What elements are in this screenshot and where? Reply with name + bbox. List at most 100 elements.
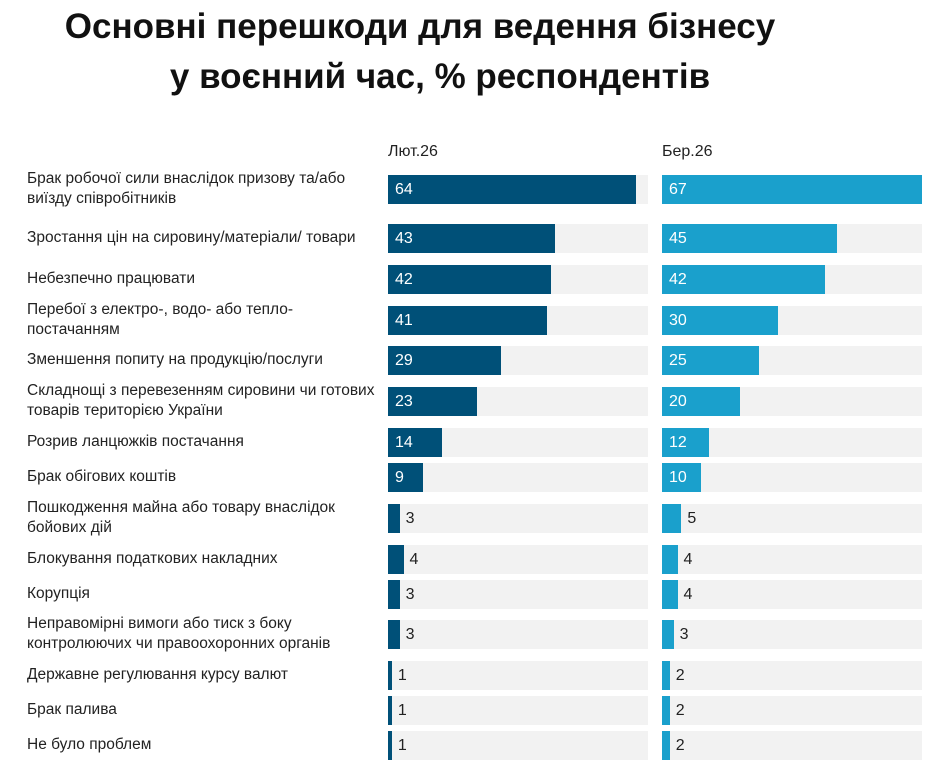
data-label: 41 [395,311,413,329]
category-label: Державне регулювання курсу валют [27,666,288,683]
data-label: 45 [669,229,687,247]
data-label: 2 [675,666,685,684]
bar [388,462,423,492]
data-label: 25 [669,351,687,369]
series-header-mar: Бер.26 [662,143,713,160]
bar-track: 42 [662,264,922,294]
bar [662,730,670,760]
bar-track: 2 [662,660,922,690]
data-label: 3 [405,509,415,527]
bar-track: 25 [662,345,922,375]
chart-title-line-2: у воєнний час, % респондентів [169,57,711,96]
data-label: 9 [395,468,404,486]
data-label: 12 [669,433,687,451]
bar [388,579,400,609]
bar-track: 42 [388,264,648,294]
data-label: 4 [409,550,419,568]
bar [662,579,678,609]
bar [388,503,400,533]
bar-track: 2 [662,730,922,760]
bar [662,695,670,725]
category-label: Зменшення попиту на продукцію/послуги [27,351,323,368]
data-label: 3 [679,625,689,643]
bar [388,345,501,375]
bar-track: 1 [388,730,648,760]
bar-track: 12 [662,427,922,457]
bar [662,174,922,204]
chart-title-line-1: Основні перешкоди для ведення бізнесу [64,7,776,46]
category-label: Зростання цін на сировину/матеріали/ тов… [27,229,356,246]
bar-track: 41 [388,305,648,335]
bar-track: 3 [662,619,922,649]
bar [388,427,443,457]
bar-track: 45 [662,223,922,253]
data-label: 10 [669,468,687,486]
data-label: 1 [397,736,407,754]
category-label: Брак робочої сили внаслідок призову та/а… [27,170,346,207]
data-label: 3 [405,625,415,643]
bar-track: 43 [388,223,648,253]
category-label: Не було проблем [27,736,152,753]
data-label: 42 [395,270,413,288]
bar [388,695,392,725]
bar-track: 9 [388,462,648,492]
bar-track: 3 [388,579,648,609]
bar-track: 67 [662,174,922,204]
bar-track: 1 [388,695,648,725]
data-label: 2 [675,701,685,719]
data-label: 4 [683,585,693,603]
bar [388,264,551,294]
bar-track: 2 [662,695,922,725]
bar [662,619,674,649]
bar [388,305,548,335]
data-label: 4 [683,550,693,568]
bar [388,730,392,760]
bar-track: 4 [388,544,648,574]
data-label: 20 [669,392,687,410]
bar-track: 29 [388,345,648,375]
category-label: Блокування податкових накладних [27,550,278,567]
bar [662,386,740,416]
bar [388,386,478,416]
bar-track: 5 [662,503,922,533]
data-label: 64 [395,180,413,198]
data-label: 29 [395,351,413,369]
bar [388,660,392,690]
bar [662,305,779,335]
bar-track: 4 [662,544,922,574]
bar [662,345,759,375]
data-label: 2 [675,736,685,754]
bar-track: 64 [388,174,648,204]
bar [662,264,825,294]
bar [662,427,709,457]
bar [388,223,555,253]
data-label: 42 [669,270,687,288]
category-label: Небезпечно працювати [27,270,196,287]
bar [388,174,637,204]
data-label: 43 [395,229,413,247]
bar-track: 20 [662,386,922,416]
category-label: Складнощі з перевезенням сировини чи гот… [27,382,375,419]
category-label: Розрив ланцюжків постачання [27,433,244,450]
bar [388,619,400,649]
bar [662,660,670,690]
data-label: 30 [669,311,687,329]
data-label: 14 [395,433,413,451]
category-label: Корупція [27,585,90,602]
bar-track: 1 [388,660,648,690]
bar [388,544,404,574]
data-label: 67 [669,180,687,198]
bar-track: 3 [388,619,648,649]
data-label: 1 [397,701,407,719]
bar [662,503,682,533]
bar [662,462,701,492]
category-label: Пошкодження майна або товару внаслідок б… [27,499,335,536]
bar-track: 3 [388,503,648,533]
series-header-feb: Лют.26 [388,143,438,160]
data-label: 1 [397,666,407,684]
category-label: Брак палива [27,701,117,718]
bar-track: 14 [388,427,648,457]
category-label: Перебої з електро-, водо- або тепло- пос… [27,301,294,338]
category-label: Неправомірні вимоги або тиск з боку конт… [27,615,331,652]
